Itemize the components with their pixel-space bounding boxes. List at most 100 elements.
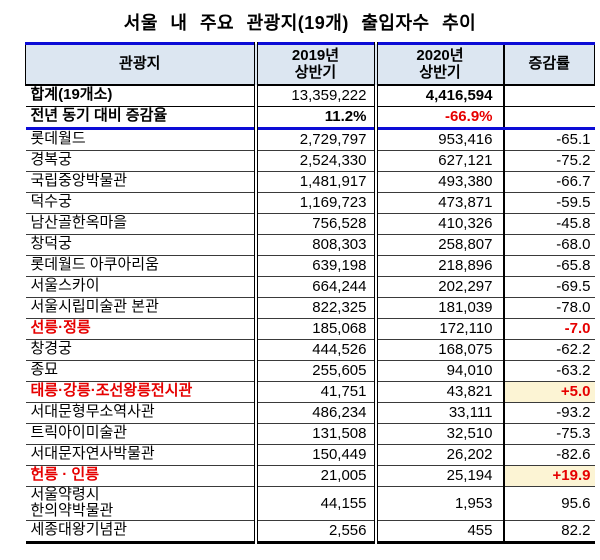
attraction-name-cell: 태릉·강릉·조선왕릉전시관 (25, 381, 258, 403)
value-2019-cell: 1,169,723 (255, 192, 378, 214)
rate-cell: 95.6 (503, 486, 595, 521)
table-row: 헌릉 · 인릉 21,005 25,194 +19.9 (25, 465, 595, 487)
attraction-name-cell: 종묘 (25, 360, 258, 382)
table-row: 태릉·강릉·조선왕릉전시관 41,751 43,821 +5.0 (25, 381, 595, 403)
total-2019-value: 13,359,222 (255, 84, 378, 107)
value-2019-cell: 21,005 (255, 465, 378, 487)
summary-section: 합계(19개소) 13,359,222 4,416,594 전년 동기 대비 증… (25, 84, 595, 130)
attraction-name-cell: 롯데월드 (25, 128, 258, 151)
table-row: 경복궁 2,524,330 627,121 -75.2 (25, 150, 595, 172)
table-header: 관광지 2019년 상반기 2020년 상반기 증감률 (25, 42, 595, 86)
value-2019-cell: 808,303 (255, 234, 378, 256)
rate-cell: -69.5 (503, 276, 595, 298)
attraction-name-cell: 서대문형무소역사관 (25, 402, 258, 424)
table-row: 서울약령시 한의약박물관 44,155 1,953 95.6 (25, 486, 595, 521)
value-2020-cell: 43,821 (375, 381, 505, 403)
attraction-name-cell: 창경궁 (25, 339, 258, 361)
value-2020-cell: 410,326 (375, 213, 505, 235)
rate-cell: +19.9 (503, 465, 595, 487)
table-row: 롯데월드 아쿠아리움 639,198 218,896 -65.8 (25, 255, 595, 277)
table-row: 창경궁 444,526 168,075 -62.2 (25, 339, 595, 361)
rate-cell: -75.3 (503, 423, 595, 445)
attraction-name-cell: 국립중앙박물관 (25, 171, 258, 193)
value-2019-cell: 255,605 (255, 360, 378, 382)
page-title: 서울 내 주요 관광지(19개) 출입자수 추이 (123, 13, 477, 33)
attraction-name-cell: 남산골한옥마을 (25, 213, 258, 235)
col-header-attraction: 관광지 (25, 42, 258, 86)
attraction-name-cell: 트릭아이미술관 (25, 423, 258, 445)
value-2020-cell: 172,110 (375, 318, 505, 340)
table-row: 트릭아이미술관 131,508 32,510 -75.3 (25, 423, 595, 445)
value-2020-cell: 493,380 (375, 171, 505, 193)
total-rate-cell (503, 84, 595, 107)
value-2020-cell: 473,871 (375, 192, 505, 214)
attraction-name-cell: 창덕궁 (25, 234, 258, 256)
value-2019-cell: 150,449 (255, 444, 378, 466)
table-row: 서울시립미술관 본관 822,325 181,039 -78.0 (25, 297, 595, 319)
value-2020-cell: 25,194 (375, 465, 505, 487)
value-2020-cell: 26,202 (375, 444, 505, 466)
table-body: 롯데월드 2,729,797 953,416 -65.1 경복궁 2,524,330 627… (25, 128, 595, 544)
rate-cell: +5.0 (503, 381, 595, 403)
value-2020-cell: 258,807 (375, 234, 505, 256)
col-header-rate: 증감률 (503, 42, 595, 86)
value-2019-cell: 1,481,917 (255, 171, 378, 193)
rate-cell: -59.5 (503, 192, 595, 214)
attraction-name-cell: 선릉·정릉 (25, 318, 258, 340)
table-row: 서울스카이 664,244 202,297 -69.5 (25, 276, 595, 298)
table-row: 창덕궁 808,303 258,807 -68.0 (25, 234, 595, 256)
rate-cell: -93.2 (503, 402, 595, 424)
value-2019-cell: 822,325 (255, 297, 378, 319)
value-2019-cell: 2,729,797 (255, 128, 378, 151)
value-2019-cell: 756,528 (255, 213, 378, 235)
rate-cell: -62.2 (503, 339, 595, 361)
attraction-name-cell: 롯데월드 아쿠아리움 (25, 255, 258, 277)
yoy-change-rate-cell (503, 106, 595, 130)
value-2020-cell: 168,075 (375, 339, 505, 361)
col-header-2019-h1: 2019년 상반기 (255, 42, 378, 86)
value-2019-cell: 185,068 (255, 318, 378, 340)
value-2019-cell: 639,198 (255, 255, 378, 277)
attraction-name-cell: 서대문자연사박물관 (25, 444, 258, 466)
total-row: 합계(19개소) 13,359,222 4,416,594 (25, 84, 595, 107)
yoy-change-2020-value: -66.9% (375, 106, 505, 130)
attraction-name-cell: 경복궁 (25, 150, 258, 172)
table-row: 롯데월드 2,729,797 953,416 -65.1 (25, 128, 595, 151)
header-row: 관광지 2019년 상반기 2020년 상반기 증감률 (25, 42, 595, 86)
attraction-name-cell: 헌릉 · 인릉 (25, 465, 258, 487)
rate-cell: -78.0 (503, 297, 595, 319)
attraction-name-cell: 서울약령시 한의약박물관 (25, 486, 258, 521)
table-row: 세종대왕기념관 2,556 455 82.2 (25, 520, 595, 544)
table-row: 선릉·정릉 185,068 172,110 -7.0 (25, 318, 595, 340)
table-row: 국립중앙박물관 1,481,917 493,380 -66.7 (25, 171, 595, 193)
value-2020-cell: 627,121 (375, 150, 505, 172)
col-header-2020-h1: 2020년 상반기 (375, 42, 505, 86)
rate-cell: -7.0 (503, 318, 595, 340)
value-2019-cell: 2,556 (255, 520, 378, 544)
attraction-name-cell: 덕수궁 (25, 192, 258, 214)
value-2020-cell: 181,039 (375, 297, 505, 319)
table-row: 서대문형무소역사관 486,234 33,111 -93.2 (25, 402, 595, 424)
attraction-name-cell: 서울스카이 (25, 276, 258, 298)
value-2019-cell: 41,751 (255, 381, 378, 403)
value-2020-cell: 455 (375, 520, 505, 544)
value-2020-cell: 202,297 (375, 276, 505, 298)
visitor-stats-table: 관광지 2019년 상반기 2020년 상반기 증감률 합계(19개소) 13,… (25, 42, 595, 544)
table-row: 서대문자연사박물관 150,449 26,202 -82.6 (25, 444, 595, 466)
value-2019-cell: 664,244 (255, 276, 378, 298)
rate-cell: -45.8 (503, 213, 595, 235)
value-2020-cell: 218,896 (375, 255, 505, 277)
table-row: 덕수궁 1,169,723 473,871 -59.5 (25, 192, 595, 214)
attraction-name-cell: 세종대왕기념관 (25, 520, 258, 544)
rate-cell: -75.2 (503, 150, 595, 172)
yoy-change-row: 전년 동기 대비 증감율 11.2% -66.9% (25, 106, 595, 130)
rate-cell: -68.0 (503, 234, 595, 256)
value-2020-cell: 33,111 (375, 402, 505, 424)
attraction-name-cell: 서울시립미술관 본관 (25, 297, 258, 319)
rate-cell: -65.8 (503, 255, 595, 277)
value-2020-cell: 953,416 (375, 128, 505, 151)
rate-cell: -63.2 (503, 360, 595, 382)
value-2019-cell: 44,155 (255, 486, 378, 521)
value-2019-cell: 131,508 (255, 423, 378, 445)
value-2019-cell: 486,234 (255, 402, 378, 424)
